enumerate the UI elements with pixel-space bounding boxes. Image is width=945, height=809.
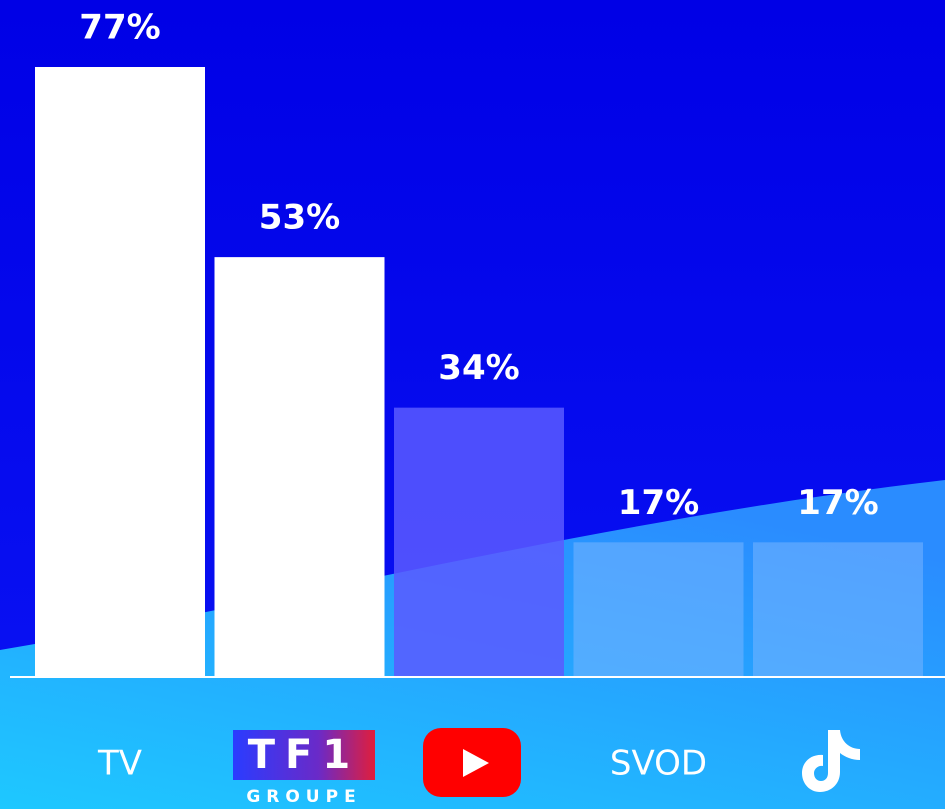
logo-subtext: GROUPE — [246, 787, 361, 807]
value-label: 34% — [438, 348, 519, 388]
youtube-icon — [423, 728, 521, 797]
bar — [753, 542, 923, 677]
tf1-logo: TF1 GROUPE — [233, 730, 375, 807]
tiktok-icon — [802, 730, 860, 792]
value-label: 77% — [79, 8, 160, 48]
x-tick-label: TV — [97, 744, 142, 784]
bar — [35, 67, 205, 677]
bars — [35, 67, 923, 677]
value-label: 17% — [797, 483, 878, 523]
bar — [573, 542, 744, 677]
value-label: 17% — [618, 483, 699, 523]
x-tick-label: SVOD — [610, 744, 707, 784]
logo-box — [233, 730, 375, 780]
icon-note — [802, 730, 860, 792]
bar — [214, 257, 385, 677]
icon-play — [463, 749, 489, 777]
logo-text: TF1 — [248, 732, 360, 778]
value-label: 53% — [259, 198, 340, 238]
bar — [394, 407, 564, 677]
